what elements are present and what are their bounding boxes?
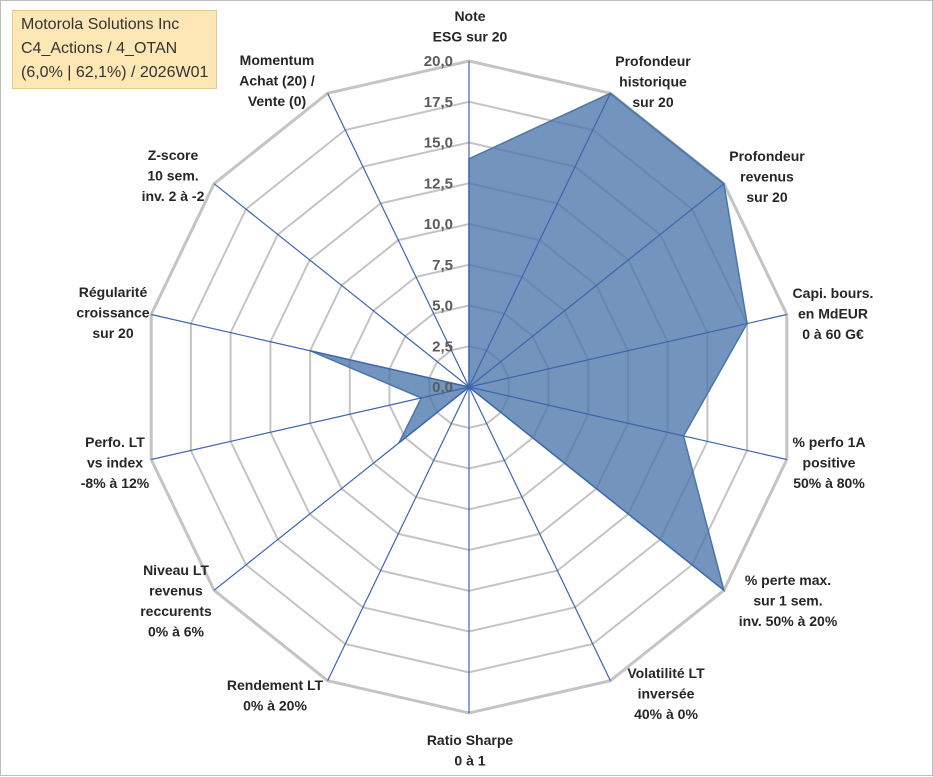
axis-label-line: Note xyxy=(454,8,485,24)
axis-spoke xyxy=(468,386,787,461)
axis-label-line: inv. 2 à -2 xyxy=(142,188,205,204)
axis-label: Niveau LT revenus reccurents 0% à 6% xyxy=(140,562,212,640)
axis-label-line: inversée xyxy=(638,686,695,702)
axis-label: Note ESG sur 20 xyxy=(433,8,508,45)
axis-label-line: % perte max. xyxy=(745,572,831,588)
axis-label-line: Régularité xyxy=(79,284,148,300)
axis-label-line: inv. 50% à 20% xyxy=(739,613,838,629)
axis-label-line: 0 à 60 G€ xyxy=(802,326,864,342)
axis-spoke xyxy=(213,183,470,388)
axis-label-line: Z-score xyxy=(148,147,199,163)
axis-label-line: revenus xyxy=(740,169,794,185)
axis-label: Perfo. LT vs index -8% à 12% xyxy=(81,434,150,491)
title-box: Motorola Solutions Inc C4_Actions / 4_OT… xyxy=(12,10,218,89)
tick-label: 12,5 xyxy=(424,175,453,192)
axis-spoke xyxy=(213,386,470,591)
axis-label-line: Profondeur xyxy=(729,148,805,164)
axis-label-line: 10 sem. xyxy=(147,168,198,184)
axis-label: Ratio Sharpe 0 à 1 xyxy=(427,732,514,769)
axis-label-line: vs index xyxy=(87,455,143,471)
axis-spoke xyxy=(151,313,470,388)
axis-label-line: 0% à 6% xyxy=(148,624,205,640)
axis-spoke xyxy=(327,386,470,681)
axis-label-line: revenus xyxy=(149,583,203,599)
axis-label-line: sur 1 sem. xyxy=(753,593,822,609)
axis-label-line: Achat (20) / xyxy=(239,73,315,89)
axis-label-line: croissance xyxy=(76,305,149,321)
axis-label-line: 0% à 20% xyxy=(243,698,307,714)
axis-label-line: Ratio Sharpe xyxy=(427,732,514,748)
axis-label-line: sur 20 xyxy=(92,325,133,341)
axis-label-line: Momentum xyxy=(240,52,315,68)
axis-label-line: -8% à 12% xyxy=(81,475,150,491)
tick-label: 5,0 xyxy=(432,298,453,315)
title-line-stats: (6,0% | 62,1%) / 2026W01 xyxy=(21,64,209,81)
axis-label-line: sur 20 xyxy=(632,94,673,110)
axis-label: Profondeur revenus sur 20 xyxy=(729,148,805,205)
tick-label: 10,0 xyxy=(424,216,453,233)
axis-label: % perfo 1A positive 50% à 80% xyxy=(792,434,865,491)
axis-label: Capi. bours. en MdEUR 0 à 60 G€ xyxy=(793,285,874,342)
axis-label-line: 50% à 80% xyxy=(793,475,865,491)
axis-label-line: 0 à 1 xyxy=(454,753,485,769)
tick-label: 2,5 xyxy=(432,338,453,355)
tick-label: 0,0 xyxy=(432,379,453,396)
title-line-category: C4_Actions / 4_OTAN xyxy=(21,40,178,57)
axis-label: Momentum Achat (20) / Vente (0) xyxy=(239,52,315,109)
axis-label: % perte max. sur 1 sem. inv. 50% à 20% xyxy=(739,572,838,629)
axis-label-line: positive xyxy=(803,455,856,471)
axis-label: Rendement LT 0% à 20% xyxy=(227,677,324,714)
title-line-company: Motorola Solutions Inc xyxy=(21,16,180,33)
axis-label-line: Volatilité LT xyxy=(627,665,705,681)
axis-spoke xyxy=(151,386,470,461)
axis-label-line: % perfo 1A xyxy=(792,434,865,450)
tick-label: 15,0 xyxy=(424,135,453,152)
axis-label-line: Vente (0) xyxy=(248,93,306,109)
axis-label-line: historique xyxy=(619,74,687,90)
axis-label-line: sur 20 xyxy=(746,189,787,205)
axis-label: Profondeur historique sur 20 xyxy=(615,53,691,110)
axis-label: Volatilité LT inversée 40% à 0% xyxy=(627,665,705,722)
axis-label-line: Capi. bours. xyxy=(793,285,874,301)
axis-label-line: Niveau LT xyxy=(143,562,209,578)
axis-spoke xyxy=(468,386,725,591)
axis-label: Régularité croissance sur 20 xyxy=(76,284,149,341)
axis-spoke xyxy=(327,93,470,388)
axis-label-line: Perfo. LT xyxy=(85,434,145,450)
axis-label-line: en MdEUR xyxy=(798,306,868,322)
axis-label: Z-score 10 sem. inv. 2 à -2 xyxy=(142,147,205,204)
tick-label: 7,5 xyxy=(432,257,453,274)
axis-spoke xyxy=(468,93,611,388)
axis-label-line: ESG sur 20 xyxy=(433,29,508,45)
axis-label-line: reccurents xyxy=(140,603,212,619)
axis-spoke xyxy=(468,313,787,388)
axis-label-line: Profondeur xyxy=(615,53,691,69)
axis-label-line: Rendement LT xyxy=(227,677,324,693)
axis-spoke xyxy=(468,386,611,681)
axis-spoke xyxy=(468,183,725,388)
tick-label: 20,0 xyxy=(424,53,453,70)
axis-label-line: 40% à 0% xyxy=(634,706,698,722)
tick-label: 17,5 xyxy=(424,94,453,111)
